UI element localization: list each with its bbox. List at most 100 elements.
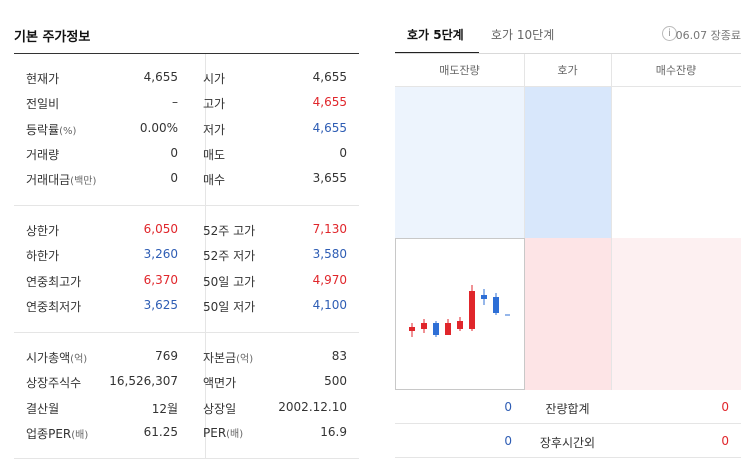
field-label: 액면가: [203, 376, 237, 391]
field-value: 83: [331, 349, 347, 363]
info-row: 연중최저가 3,625 50일 저가 4,100: [14, 298, 359, 318]
field-label: 시가: [203, 72, 226, 86]
field-value: 61.25: [143, 424, 178, 439]
field-value: 3,625: [143, 297, 178, 312]
field-label: 하한가: [26, 249, 60, 264]
field-value: 4,655: [312, 95, 347, 110]
info-row: 결산월 12월 상장일 2002.12.10: [14, 400, 359, 420]
ask-volume-header: 매도잔량: [439, 64, 480, 77]
field-value: 3,260: [143, 247, 178, 262]
field-value: 16.9: [320, 424, 347, 439]
order-book-panel: 호가 5단계 호가 10단계 i 06.07 장종료 매도잔량 호가 매수잔량: [395, 0, 741, 466]
after-hours-label: 장후시간외: [539, 436, 596, 450]
field-value: 4,655: [312, 120, 347, 135]
field-label: 매도: [203, 147, 226, 162]
field-label: 52주 고가: [203, 224, 256, 238]
field-label: 전일비: [26, 97, 60, 112]
info-row: 현재가 4,655 시가 4,655: [14, 70, 359, 90]
field-label: 50일 저가: [203, 299, 256, 314]
field-label: 고가: [203, 97, 226, 112]
info-row: 전일비 – 고가 4,655: [14, 95, 359, 115]
field-label: 매수: [203, 173, 226, 188]
field-value: 3,655: [312, 171, 347, 186]
remaining-total-label: 잔량합계: [545, 402, 590, 416]
tab-5-levels[interactable]: 호가 5단계: [407, 28, 464, 42]
field-label: 52주 저가: [203, 249, 256, 264]
info-icon[interactable]: i: [662, 26, 677, 41]
info-row: 등락률(%) 0.00% 저가 4,655: [14, 121, 359, 141]
after-hours-row: 0 장후시간외 0: [395, 424, 741, 458]
basic-stock-info-panel: 기본 주가정보 현재가 4,655 시가 4,655 전일비 – 고가 4,655 등락률(%)…: [14, 0, 359, 466]
candle-body: [433, 323, 439, 335]
bid-empty-area: [611, 87, 741, 238]
field-value: 2002.12.10: [278, 399, 347, 414]
field-label: 연중최고가: [26, 274, 82, 289]
ask-volume-area: [395, 87, 524, 238]
grid-line: [524, 54, 525, 390]
field-label: 현재가: [26, 72, 60, 86]
section-divider: [14, 205, 359, 206]
field-value: 4,970: [312, 272, 347, 287]
candle-body: [457, 321, 463, 329]
tab-10-levels[interactable]: 호가 10단계: [491, 28, 555, 42]
field-value: 769: [155, 349, 178, 363]
field-label: 거래량: [26, 147, 60, 162]
field-label: 시가총액(억): [26, 351, 88, 365]
field-value: 6,050: [143, 222, 178, 236]
field-value: –: [172, 95, 178, 110]
info-row: 시가총액(억) 769 자본금(억) 83: [14, 349, 359, 369]
field-label: 상장주식수: [26, 376, 82, 391]
info-row: 거래대금(백만) 0 매수 3,655: [14, 171, 359, 191]
field-value: 0: [170, 171, 178, 186]
field-label: 거래대금(백만): [26, 173, 97, 188]
candle-body: [445, 323, 451, 335]
info-row: 상장주식수 16,526,307 액면가 500: [14, 374, 359, 394]
info-row: 상한가 6,050 52주 고가 7,130: [14, 222, 359, 242]
info-row: 하한가 3,260 52주 저가 3,580: [14, 247, 359, 267]
header-divider: [395, 53, 741, 54]
ask-total-value: 0: [504, 400, 512, 414]
field-label: 등락률(%): [26, 122, 77, 137]
field-value: 500: [324, 374, 347, 389]
ask-after-hours-value: 0: [504, 434, 512, 448]
field-label: 자본금(억): [203, 351, 254, 365]
candle-body: [469, 291, 475, 329]
candle-body: [421, 323, 427, 329]
info-row: 거래량 0 매도 0: [14, 146, 359, 166]
remaining-total-row: 0 잔량합계 0: [395, 390, 741, 424]
mini-candlestick-chart: [395, 238, 525, 390]
field-value: 3,580: [312, 247, 347, 262]
field-label: 연중최저가: [26, 299, 82, 314]
bid-after-hours-value: 0: [721, 434, 729, 448]
candle-body: [481, 295, 487, 299]
column-divider: [205, 54, 206, 458]
candlestick-chart-svg: [409, 285, 510, 337]
bid-price-area: [524, 238, 611, 390]
panel-title: 기본 주가정보: [14, 30, 91, 45]
field-label: 상장일: [203, 401, 237, 416]
price-header: 호가: [557, 64, 578, 77]
field-value: 0: [170, 145, 178, 160]
section-divider: [14, 332, 359, 333]
candle-body: [409, 327, 415, 331]
field-value: 6,370: [143, 272, 178, 287]
info-row: 연중최고가 6,370 50일 고가 4,970: [14, 273, 359, 293]
field-value: 4,100: [312, 297, 347, 312]
field-label: 상한가: [26, 224, 60, 238]
market-status-text: 06.07 장종료: [675, 29, 741, 42]
bid-volume-area: [611, 238, 741, 390]
bottom-divider: [14, 458, 359, 459]
field-value: 0.00%: [139, 120, 178, 135]
field-label: 50일 고가: [203, 274, 256, 289]
field-value: 0: [339, 145, 347, 160]
field-value: 7,130: [312, 222, 347, 236]
candle-body: [493, 297, 499, 313]
bid-volume-header: 매수잔량: [655, 64, 697, 77]
grid-line: [611, 54, 612, 390]
field-value: 4,655: [312, 70, 347, 84]
info-row: 업종PER(배) 61.25 PER(배) 16.9: [14, 425, 359, 445]
bid-total-value: 0: [721, 400, 729, 414]
field-label: PER(배): [203, 425, 244, 440]
field-value: 12월: [151, 401, 178, 416]
header-row-divider: [395, 86, 741, 87]
